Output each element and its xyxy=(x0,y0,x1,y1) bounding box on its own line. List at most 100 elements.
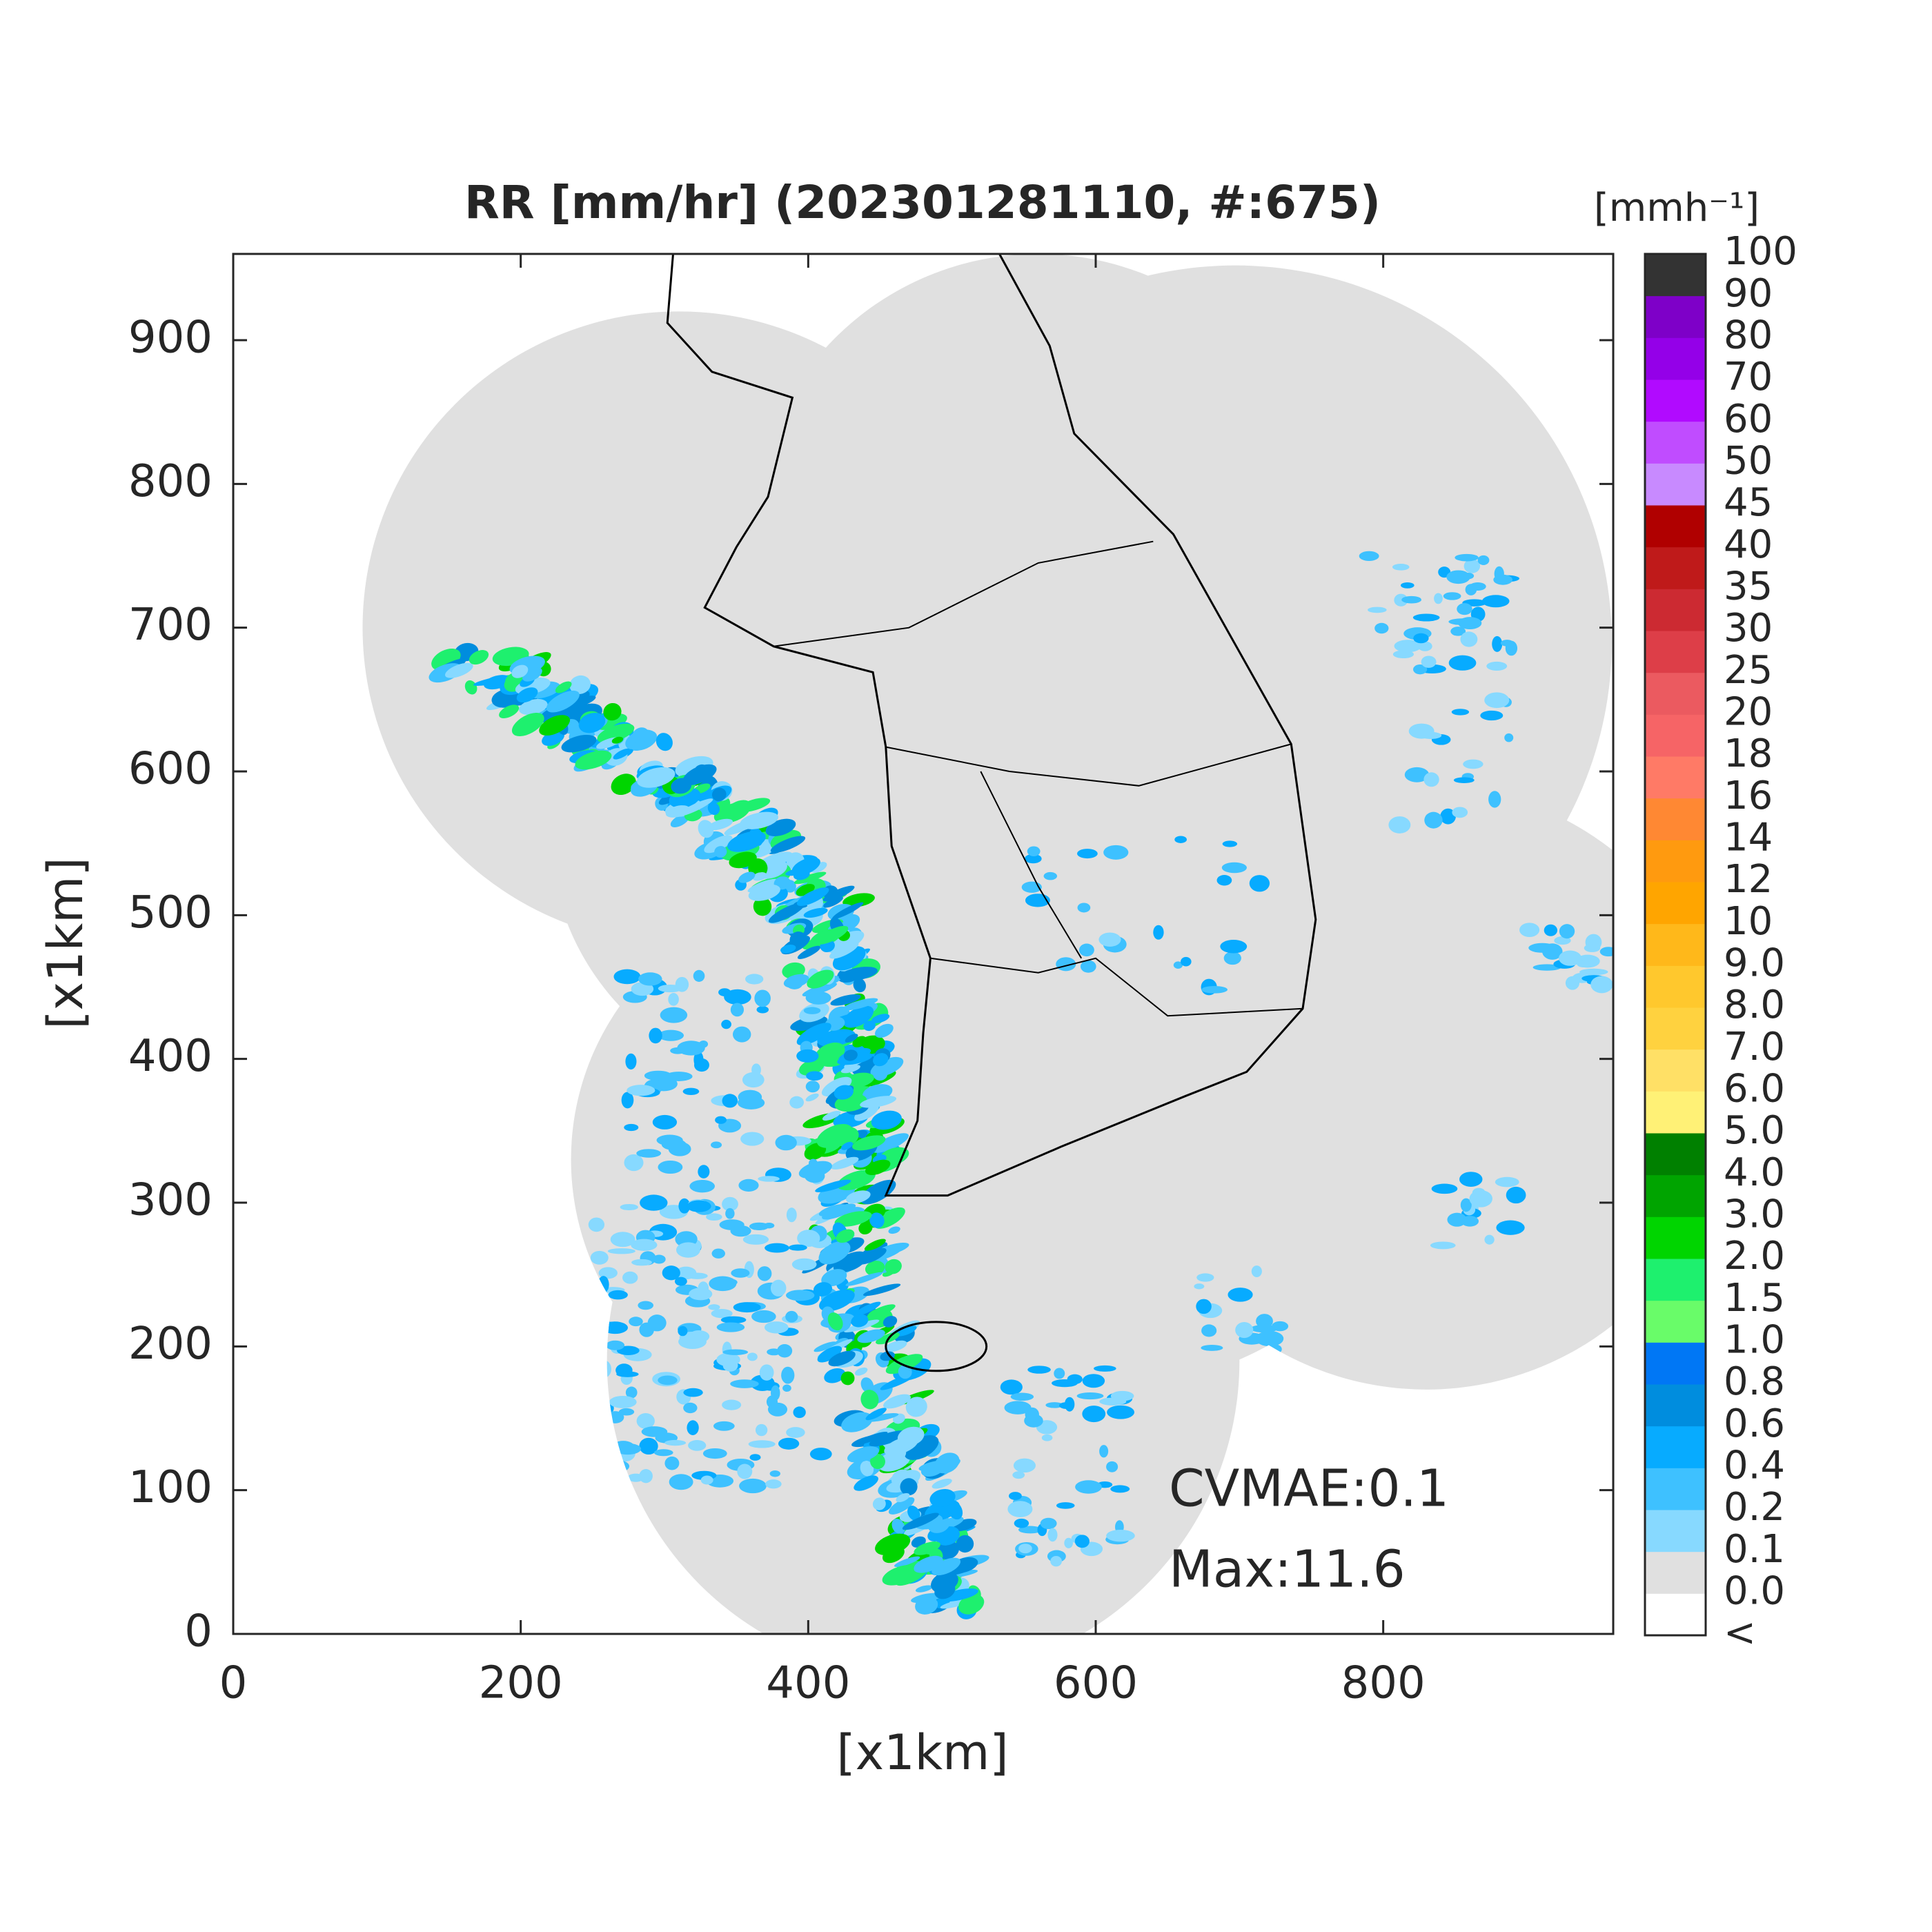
rain-cell xyxy=(652,1114,678,1130)
rain-cell xyxy=(1463,559,1481,573)
rain-cell xyxy=(639,1437,658,1455)
rain-cell xyxy=(1201,985,1228,994)
rain-cell xyxy=(1453,777,1475,784)
colorbar-label: 5.0 xyxy=(1724,1108,1785,1153)
rain-cell xyxy=(813,1282,833,1297)
rain-cell xyxy=(845,1190,871,1204)
colorbar-frame xyxy=(1644,253,1707,1637)
rain-cell xyxy=(817,1346,842,1363)
colorbar-segment xyxy=(1645,1091,1706,1134)
rain-cell xyxy=(883,1394,911,1409)
rain-cell xyxy=(842,998,878,1011)
colorbar-label: 18 xyxy=(1724,731,1773,776)
rain-cell xyxy=(709,1276,737,1292)
rain-cell xyxy=(828,1350,856,1367)
rain-cell xyxy=(751,1063,761,1076)
rain-cell xyxy=(1488,791,1501,808)
colorbar-segment xyxy=(1645,1510,1706,1552)
rain-cell xyxy=(627,1085,656,1096)
rain-cell xyxy=(891,1518,905,1535)
rain-cell xyxy=(872,1497,886,1510)
border-path xyxy=(885,743,1292,787)
rain-cell xyxy=(662,1265,680,1281)
rain-cell xyxy=(682,1087,700,1095)
colorbar-label: 45 xyxy=(1724,480,1773,525)
colorbar-label: 9.0 xyxy=(1724,940,1785,985)
plot-area xyxy=(362,254,1613,1634)
colorbar-label: 30 xyxy=(1724,606,1773,651)
rain-cell xyxy=(803,907,828,918)
rain-cell xyxy=(640,1194,668,1211)
rain-cell xyxy=(1532,964,1561,971)
rain-cell xyxy=(606,1340,625,1350)
rain-cell xyxy=(851,1314,869,1328)
rain-field xyxy=(428,551,1613,1619)
rain-cell xyxy=(616,1371,639,1377)
colorbar-label: 14 xyxy=(1724,815,1773,860)
rain-cell xyxy=(869,1212,885,1228)
rain-cell xyxy=(575,750,612,770)
rain-cell xyxy=(816,1123,853,1148)
rain-cell xyxy=(1459,1172,1483,1187)
rain-cell xyxy=(805,1081,820,1093)
rain-cell xyxy=(590,1250,609,1265)
rain-cell xyxy=(805,1093,819,1102)
rain-cell xyxy=(871,1014,890,1023)
rain-cell xyxy=(752,872,767,881)
rain-cell xyxy=(888,1497,915,1515)
rain-cell xyxy=(845,1272,883,1286)
rain-cell xyxy=(871,1133,909,1153)
rain-cell xyxy=(786,1208,797,1223)
rain-cell xyxy=(907,1506,920,1521)
rain-cell xyxy=(625,1053,637,1070)
rain-cell xyxy=(856,1248,887,1265)
rain-cell xyxy=(882,1546,905,1564)
colorbar-segment xyxy=(1645,1593,1706,1636)
colorbar-segment xyxy=(1645,589,1706,631)
rain-cell xyxy=(789,1096,805,1109)
rain-cell xyxy=(1496,1220,1525,1235)
rain-cell xyxy=(806,1071,823,1081)
rain-cell xyxy=(777,1343,793,1358)
rain-cell xyxy=(840,1371,855,1386)
rain-cell xyxy=(853,978,866,993)
y-tick-label: 700 xyxy=(128,600,213,651)
rain-cell xyxy=(715,1116,727,1124)
rain-cell xyxy=(689,1288,713,1301)
rain-cell xyxy=(609,1395,637,1408)
rain-cell xyxy=(748,1440,776,1448)
rain-cell xyxy=(765,1479,782,1489)
rain-cell xyxy=(947,1501,963,1520)
rain-cell xyxy=(1440,808,1456,825)
rain-cell xyxy=(769,1470,780,1477)
rain-cell xyxy=(842,893,875,907)
rain-cell xyxy=(737,1096,765,1110)
rain-cell xyxy=(1078,943,1094,957)
rain-cell xyxy=(816,925,849,945)
rain-cell xyxy=(832,902,864,920)
rain-cell xyxy=(931,1478,952,1489)
rain-cell xyxy=(1056,1502,1075,1509)
rain-cell xyxy=(929,1488,956,1507)
rain-cell xyxy=(865,1261,885,1276)
rain-cell xyxy=(730,1003,745,1017)
rain-cell xyxy=(687,1420,699,1435)
rain-cell xyxy=(589,1330,600,1338)
rain-cell xyxy=(786,1290,815,1301)
rain-cell xyxy=(865,1159,891,1176)
rain-cell xyxy=(796,887,829,906)
colorbar-segment xyxy=(1645,463,1706,506)
colorbar-segment xyxy=(1645,965,1706,1008)
rain-cell xyxy=(1400,582,1414,589)
rain-cell xyxy=(706,1213,722,1221)
rain-cell xyxy=(499,704,520,719)
rain-cell xyxy=(931,1557,961,1576)
rain-cell xyxy=(1082,1374,1105,1388)
rain-cell xyxy=(755,1423,768,1437)
rain-cell xyxy=(865,1408,887,1421)
rain-cell xyxy=(671,778,692,794)
colorbar-label: 90 xyxy=(1724,271,1773,316)
radar-coverage xyxy=(362,254,1613,1634)
rain-cell xyxy=(511,664,529,678)
rain-cell xyxy=(843,1049,858,1061)
